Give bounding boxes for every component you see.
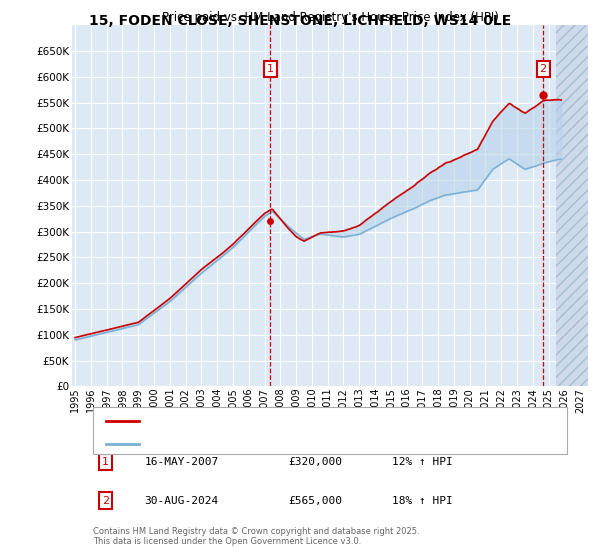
- Text: 1: 1: [102, 457, 109, 467]
- Text: 15, FODEN CLOSE, SHENSTONE, LICHFIELD, WS14 0LE (detached house): 15, FODEN CLOSE, SHENSTONE, LICHFIELD, W…: [147, 416, 502, 426]
- Text: 12% ↑ HPI: 12% ↑ HPI: [392, 457, 452, 467]
- Bar: [556, 25, 588, 386]
- Text: 15, FODEN CLOSE, SHENSTONE, LICHFIELD, WS14 0LE: 15, FODEN CLOSE, SHENSTONE, LICHFIELD, W…: [89, 14, 511, 28]
- Text: 18% ↑ HPI: 18% ↑ HPI: [392, 496, 452, 506]
- Text: 1: 1: [267, 64, 274, 74]
- Text: 16-MAY-2007: 16-MAY-2007: [144, 457, 218, 467]
- Text: HPI: Average price, detached house, Lichfield: HPI: Average price, detached house, Lich…: [147, 438, 368, 449]
- Title: Price paid vs. HM Land Registry's House Price Index (HPI): Price paid vs. HM Land Registry's House …: [161, 11, 499, 24]
- Text: £320,000: £320,000: [289, 457, 343, 467]
- FancyBboxPatch shape: [92, 407, 568, 454]
- Text: 2: 2: [102, 496, 109, 506]
- Text: Contains HM Land Registry data © Crown copyright and database right 2025.
This d: Contains HM Land Registry data © Crown c…: [92, 526, 419, 546]
- Text: £565,000: £565,000: [289, 496, 343, 506]
- Text: 2: 2: [539, 64, 547, 74]
- Text: 30-AUG-2024: 30-AUG-2024: [144, 496, 218, 506]
